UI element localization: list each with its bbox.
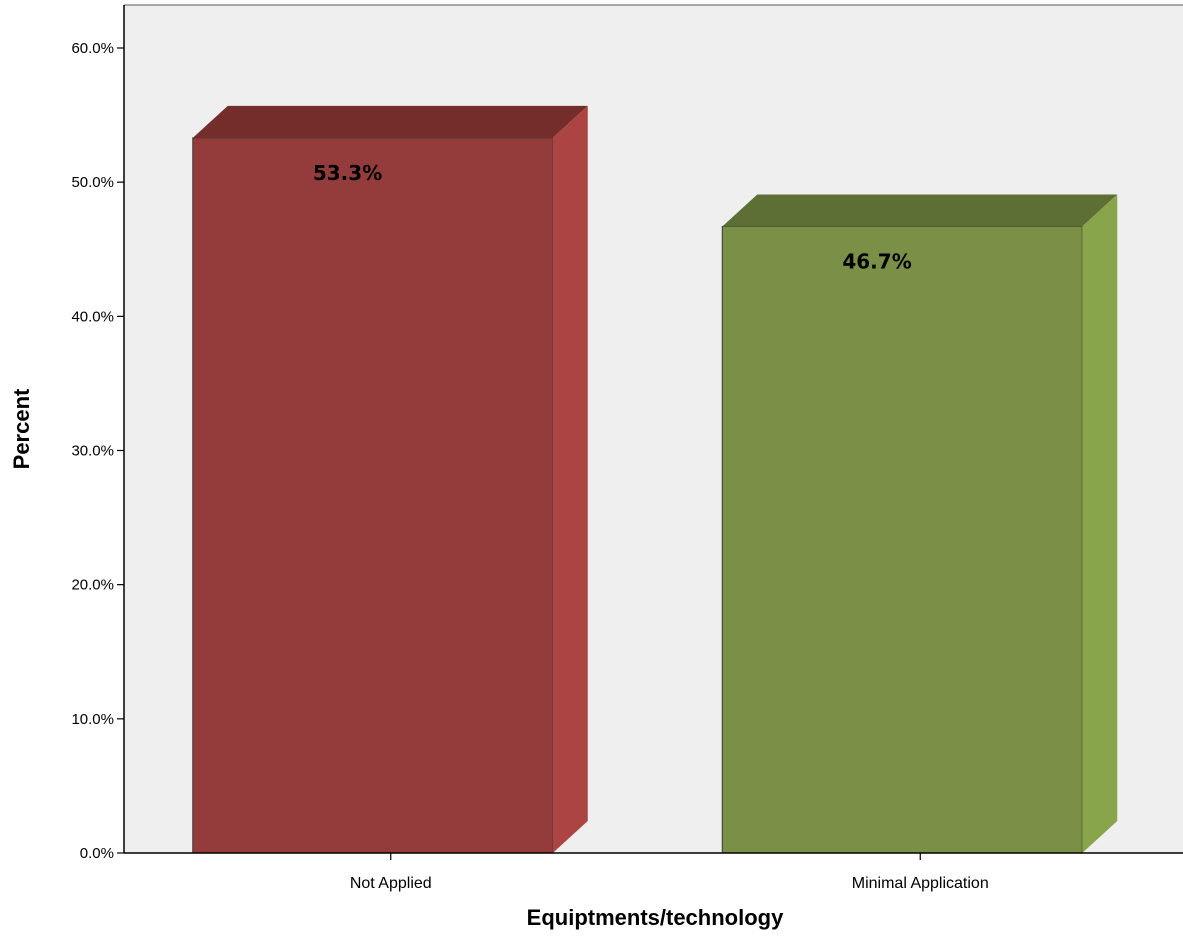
y-tick-label: 20.0% — [71, 577, 114, 594]
bar-data-label: 53.3% — [313, 161, 382, 185]
y-tick-label: 10.0% — [71, 711, 114, 728]
x-tick-label: Minimal Application — [852, 875, 989, 892]
x-tick-label: Not Applied — [350, 875, 432, 892]
x-axis-title: Equiptments/technology — [527, 905, 784, 930]
y-tick-label: 0.0% — [80, 845, 114, 862]
y-tick-label: 30.0% — [71, 443, 114, 460]
y-axis-title: Percent — [9, 388, 34, 469]
bar-front — [721, 225, 1083, 854]
y-tick-label: 40.0% — [71, 308, 114, 325]
bar-top — [192, 105, 588, 138]
bar-front — [192, 137, 554, 854]
bar-top — [722, 194, 1118, 227]
bar-side — [552, 105, 588, 854]
bar-side — [1082, 194, 1118, 854]
bar-data-label: 46.7% — [842, 249, 911, 273]
y-tick-label: 60.0% — [71, 40, 114, 57]
y-tick-label: 50.0% — [71, 174, 114, 191]
